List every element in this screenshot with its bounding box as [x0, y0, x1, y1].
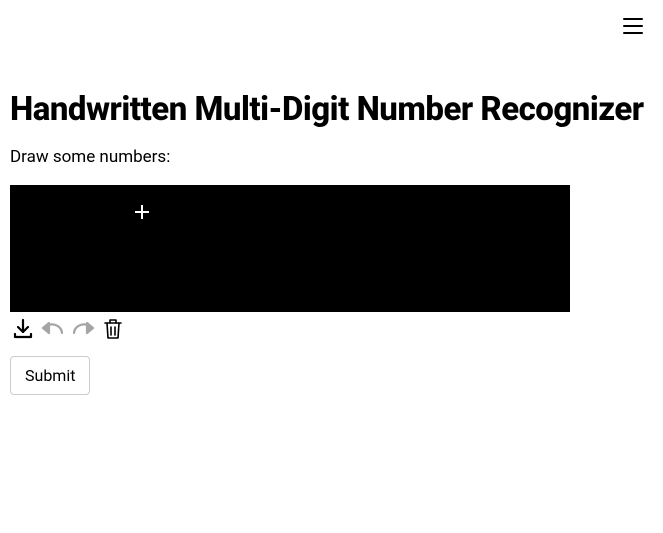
redo-button[interactable]: [70, 316, 96, 342]
instruction-text: Draw some numbers:: [10, 147, 653, 167]
undo-button[interactable]: [40, 316, 66, 342]
drawing-canvas[interactable]: [10, 185, 570, 312]
crosshair-cursor: [135, 205, 149, 219]
undo-icon: [40, 317, 66, 341]
canvas-toolbar: [10, 316, 653, 342]
submit-button[interactable]: Submit: [10, 356, 90, 395]
download-icon: [11, 317, 35, 341]
download-button[interactable]: [10, 316, 36, 342]
redo-icon: [70, 317, 96, 341]
trash-button[interactable]: [100, 316, 126, 342]
trash-icon: [102, 317, 124, 341]
page-title: Handwritten Multi-Digit Number Recognize…: [10, 90, 653, 129]
main-content: Handwritten Multi-Digit Number Recognize…: [0, 0, 663, 395]
hamburger-menu-icon[interactable]: [623, 18, 643, 34]
